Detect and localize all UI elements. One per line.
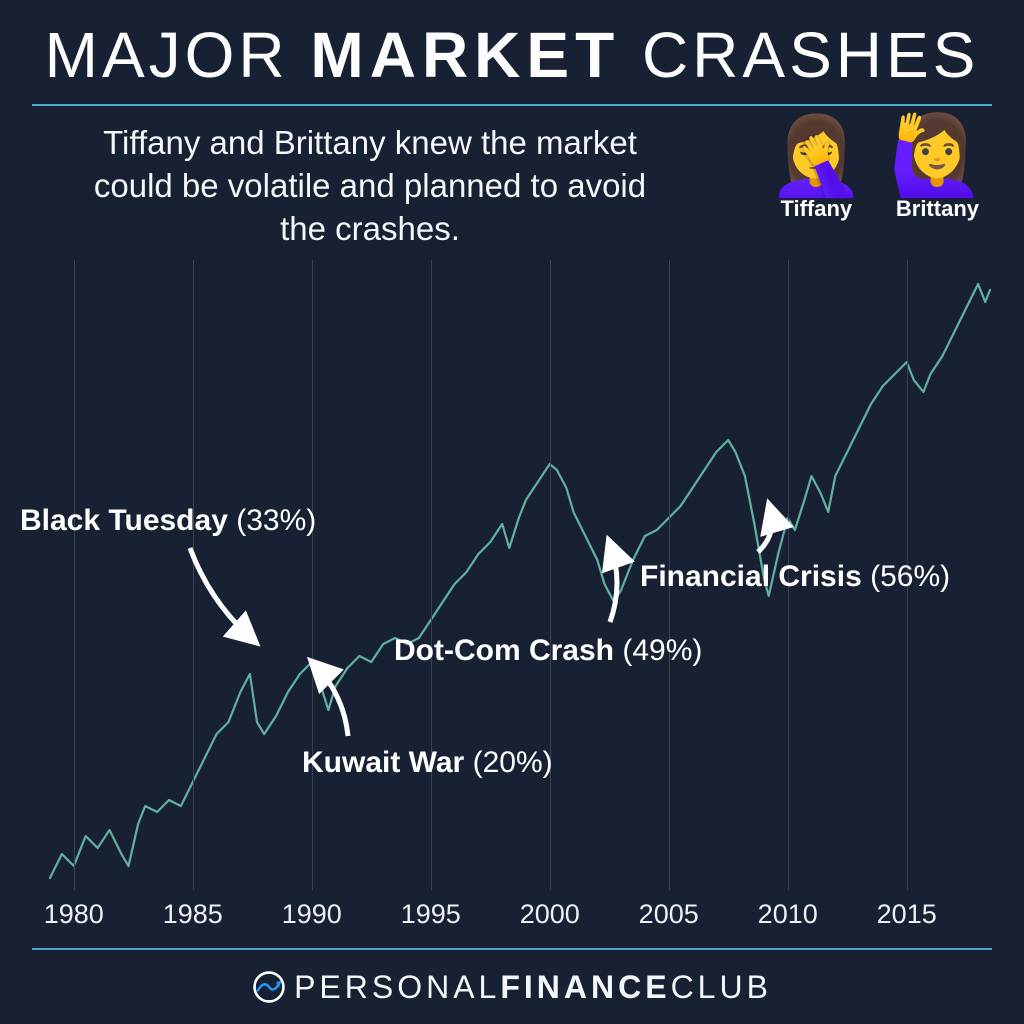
logo-icon bbox=[252, 970, 286, 1004]
person-brittany: 🙋‍♀️ Brittany bbox=[889, 116, 986, 222]
annotation-percent: (49%) bbox=[622, 634, 702, 667]
footer-word-2: FINANCE bbox=[500, 969, 670, 1005]
annotation-label: Financial Crisis bbox=[640, 560, 870, 593]
facepalm-icon: 🤦‍♀️ bbox=[768, 116, 865, 194]
x-axis-tick: 2000 bbox=[520, 899, 580, 930]
footer-word-1: PERSONAL bbox=[294, 969, 500, 1005]
x-axis-tick: 1980 bbox=[44, 899, 104, 930]
chart-gridline bbox=[312, 260, 313, 890]
person-brittany-label: Brittany bbox=[889, 196, 986, 222]
annotation-black-tuesday: Black Tuesday (33%) bbox=[20, 504, 316, 538]
person-tiffany-label: Tiffany bbox=[768, 196, 865, 222]
x-axis-tick: 2010 bbox=[758, 899, 818, 930]
infographic-canvas: MAJOR MARKET CRASHES Tiffany and Brittan… bbox=[0, 0, 1024, 1024]
page-title: MAJOR MARKET CRASHES bbox=[0, 18, 1024, 92]
chart-gridline bbox=[431, 260, 432, 890]
x-axis-tick: 1995 bbox=[401, 899, 461, 930]
chart-gridline bbox=[74, 260, 75, 890]
annotation-label: Black Tuesday bbox=[20, 504, 236, 537]
chart-gridline bbox=[550, 260, 551, 890]
raising-hand-icon: 🙋‍♀️ bbox=[889, 116, 986, 194]
annotation-label: Dot-Com Crash bbox=[394, 634, 622, 667]
title-word-1: MAJOR bbox=[45, 19, 289, 91]
annotation-percent: (33%) bbox=[236, 504, 316, 537]
person-tiffany: 🤦‍♀️ Tiffany bbox=[768, 116, 865, 222]
persons-row: 🤦‍♀️ Tiffany 🙋‍♀️ Brittany bbox=[768, 116, 986, 222]
divider-bottom bbox=[32, 948, 992, 950]
annotation-dotcom-crash: Dot-Com Crash (49%) bbox=[394, 634, 702, 668]
subtitle-text: Tiffany and Brittany knew the market cou… bbox=[90, 122, 650, 251]
x-axis-tick: 2015 bbox=[877, 899, 937, 930]
annotation-percent: (20%) bbox=[473, 746, 553, 779]
chart-gridline bbox=[193, 260, 194, 890]
annotation-financial-crisis: Financial Crisis (56%) bbox=[640, 560, 950, 594]
annotation-percent: (56%) bbox=[870, 560, 950, 593]
title-word-2: MARKET bbox=[310, 19, 620, 91]
x-axis-tick: 1990 bbox=[282, 899, 342, 930]
annotation-kuwait-war: Kuwait War (20%) bbox=[302, 746, 553, 780]
x-axis-tick: 2005 bbox=[639, 899, 699, 930]
x-axis-tick: 1985 bbox=[163, 899, 223, 930]
divider-top bbox=[32, 104, 992, 106]
footer-word-3: CLUB bbox=[671, 969, 772, 1005]
annotation-label: Kuwait War bbox=[302, 746, 473, 779]
title-word-3: CRASHES bbox=[642, 19, 979, 91]
footer-branding: PERSONALFINANCECLUB bbox=[0, 969, 1024, 1006]
